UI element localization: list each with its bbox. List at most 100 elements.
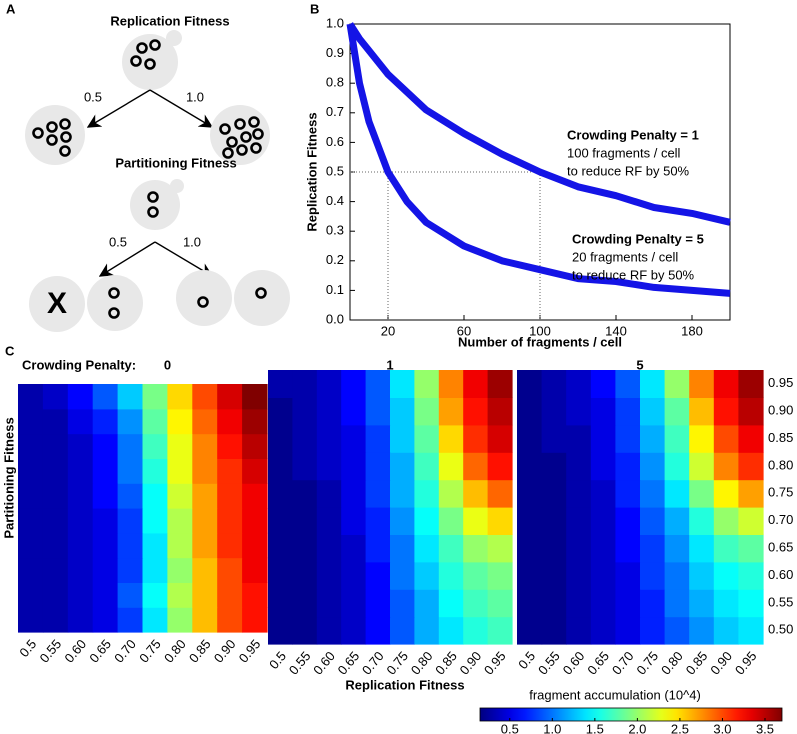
heat-cell — [738, 507, 764, 535]
heat-cell — [67, 508, 94, 534]
heat-cell — [18, 582, 44, 608]
fragments — [130, 39, 161, 70]
y-tick-label: 0.4 — [326, 193, 344, 208]
heat-cell — [242, 508, 268, 534]
heat-cell — [463, 452, 489, 481]
heat-cell — [67, 458, 94, 484]
heat-cell — [463, 370, 489, 398]
x-axis-label: Number of fragments / cell — [458, 334, 622, 349]
diagram-title: Replication Fitness — [110, 13, 229, 28]
heat-cell — [640, 616, 666, 645]
x-tick-label: 20 — [381, 323, 395, 338]
heat-cell — [664, 397, 690, 426]
heat-cell — [487, 534, 513, 563]
heat-cell — [316, 534, 342, 563]
heat-cell — [365, 534, 391, 563]
heatmap-title: 0 — [164, 357, 171, 372]
heat-cell — [487, 452, 513, 481]
annotation: 20 fragments / cell — [572, 249, 678, 264]
heat-cell — [713, 534, 739, 563]
heat-cell — [689, 534, 715, 563]
heat-cell — [67, 483, 94, 509]
x-tick-label: 0.55 — [37, 636, 65, 665]
heat-cell — [316, 479, 342, 508]
heat-cell — [414, 397, 440, 426]
heat-cell — [117, 384, 144, 410]
annotation: Crowding Penalty = 5 — [572, 231, 704, 246]
heat-cell — [18, 458, 44, 484]
y-tick-label: 0.90 — [768, 403, 793, 418]
heat-cell — [192, 483, 218, 509]
heat-cell — [713, 589, 739, 618]
heat-cell — [414, 589, 440, 618]
heat-cell — [738, 561, 764, 590]
heat-cell — [365, 507, 391, 535]
heat-cell — [640, 479, 666, 508]
heat-cell — [92, 384, 119, 410]
heat-cell — [292, 479, 318, 508]
heat-cell — [590, 616, 616, 645]
y-tick-label: 0.1 — [326, 282, 344, 297]
heat-cell — [438, 507, 464, 535]
heat-cell — [67, 532, 94, 559]
heat-cell — [316, 452, 342, 481]
heat-cell — [615, 452, 641, 481]
heat-cell — [566, 424, 592, 453]
plots: 0.00.10.20.30.40.50.60.70.80.91.020 60 100… — [1, 15, 793, 734]
heat-cell — [438, 589, 464, 618]
fragments — [147, 191, 159, 218]
x-tick-label: 0.65 — [86, 636, 114, 665]
heat-cell — [42, 483, 69, 509]
colorbar-tick-label: 1.5 — [586, 721, 604, 734]
heat-cell — [365, 479, 391, 508]
heat-cell — [42, 408, 69, 435]
heat-cell — [615, 534, 641, 563]
y-tick-label: 0.5 — [326, 163, 344, 178]
y-tick-label: 0.95 — [768, 375, 793, 390]
heat-cell — [167, 508, 193, 534]
heat-cell — [590, 534, 616, 563]
heat-cell — [566, 479, 592, 508]
heat-cell — [92, 433, 119, 459]
heat-cell — [566, 534, 592, 563]
heat-cell — [689, 452, 715, 481]
heat-cell — [463, 479, 489, 508]
y-tick-label: 0.6 — [326, 134, 344, 149]
heat-cell — [487, 507, 513, 535]
heat-cell — [590, 370, 616, 398]
heat-cell — [292, 589, 318, 618]
y-tick-label: 0.8 — [326, 75, 344, 90]
heat-cell — [640, 370, 666, 398]
heat-cell — [414, 370, 440, 398]
x-axis-label: Replication Fitness — [345, 677, 464, 692]
heat-cell — [42, 607, 69, 633]
heat-cell — [18, 483, 44, 509]
heat-cell — [689, 397, 715, 426]
heat-cell — [664, 479, 690, 508]
heat-cell — [414, 507, 440, 535]
heat-cell — [414, 479, 440, 508]
heat-cell — [541, 452, 567, 481]
arrow — [98, 241, 156, 277]
heat-cell — [341, 616, 367, 645]
heat-cell — [268, 370, 293, 398]
panel-label: A — [6, 1, 16, 16]
heat-cell — [67, 433, 94, 459]
heat-cell — [142, 433, 168, 459]
x-tick-label: 100 — [529, 323, 551, 338]
heat-cell — [242, 433, 268, 459]
heat-cell — [414, 616, 440, 645]
x-tick-label: 0.80 — [408, 648, 436, 677]
heat-cell — [738, 424, 764, 453]
heat-cell — [566, 616, 592, 645]
heat-cell — [664, 424, 690, 453]
heat-cell — [365, 561, 391, 590]
heat-cell — [414, 534, 440, 563]
heat-cell — [67, 408, 94, 435]
x-tick-label: 0.75 — [136, 636, 164, 665]
heat-cell — [738, 370, 764, 398]
heat-cell — [590, 424, 616, 453]
x-tick-label: 0.75 — [633, 648, 661, 677]
heat-cell — [117, 433, 144, 459]
